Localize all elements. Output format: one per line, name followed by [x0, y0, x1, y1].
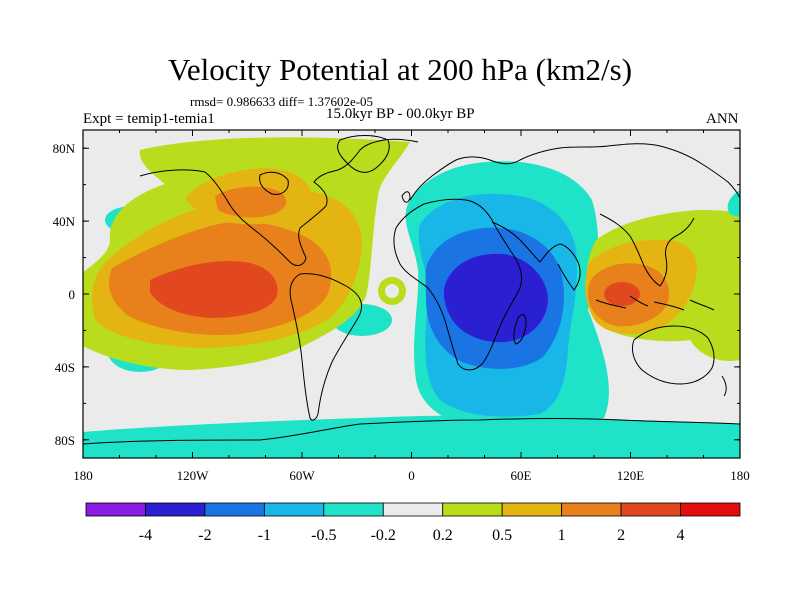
colorbar-label: -4: [139, 527, 152, 544]
colorbar-label: 0.2: [433, 527, 453, 544]
colorbar: [85, 502, 741, 517]
y-tick-label: 80S: [55, 433, 75, 448]
x-tick-label: 180: [73, 468, 93, 483]
colorbar-swatch: [204, 502, 265, 517]
southern-cyan-band: [83, 415, 740, 458]
colorbar-swatch: [680, 502, 741, 517]
map-title: Velocity Potential at 200 hPa (km2/s): [167, 52, 633, 87]
coast-east-asia: [599, 213, 695, 287]
colorbar-swatch: [263, 502, 325, 517]
colorbar-label: 0.5: [492, 527, 512, 544]
colorbar-swatch: [501, 502, 563, 517]
x-tick-label: 60E: [511, 468, 532, 483]
x-tick-labels: 180 120W 60W 0 60E 120E 180: [73, 468, 750, 483]
coast-europe-asia: [409, 143, 740, 201]
x-tick-label: 120W: [177, 468, 210, 483]
americas-red-orange: [150, 260, 278, 318]
season-label: ANN: [706, 111, 739, 127]
colorbar-swatch: [382, 502, 444, 517]
x-tick-label: 120E: [617, 468, 645, 483]
coast-indonesia: [595, 295, 715, 311]
stats-line: rmsd= 0.986633 diff= 1.37602e-05: [190, 94, 374, 109]
north-pacific-cyan-east: [727, 190, 740, 217]
coast-hudson: [259, 171, 289, 195]
colorbar-swatch: [620, 502, 681, 517]
coast-australia: [631, 325, 715, 385]
west-africa-ring-inner: [385, 284, 399, 298]
colorbar-label: 2: [617, 527, 625, 544]
x-tick-label: 180: [730, 468, 750, 483]
colorbar-swatch: [442, 502, 503, 517]
y-tick-label: 80N: [53, 141, 76, 156]
colorbar-label: -0.2: [371, 527, 396, 544]
experiment-label: Expt = temip1-temia1: [83, 111, 215, 127]
coast-greenland: [337, 135, 390, 173]
y-tick-label: 0: [69, 287, 76, 302]
x-tick-label: 60W: [289, 468, 315, 483]
coast-british-isles: [401, 191, 411, 203]
colorbar-label: -2: [198, 527, 211, 544]
y-tick-label: 40N: [53, 214, 76, 229]
colorbar-swatch: [561, 502, 622, 517]
colorbar-label: -1: [258, 527, 271, 544]
coast-new-zealand: [721, 375, 727, 397]
coast-antarctica: [83, 418, 740, 445]
coast-madagascar: [513, 314, 527, 345]
colorbar-swatch: [85, 502, 146, 517]
colorbar-label: 4: [677, 527, 685, 544]
y-tick-label: 40S: [55, 360, 75, 375]
coast-arabia-india: [491, 221, 581, 291]
period-label: 15.0kyr BP - 00.0kyr BP: [326, 106, 475, 122]
coastlines: [83, 135, 740, 445]
west-pacific-red-orange: [604, 282, 640, 306]
colorbar-swatch: [323, 502, 384, 517]
y-tick-labels: 80N 40N 0 40S 80S: [53, 141, 76, 448]
coast-africa: [393, 198, 523, 371]
colorbar-swatch: [145, 502, 206, 517]
colorbar-labels: -4 -2 -1 -0.5 -0.2 0.2 0.5 1 2 4: [139, 527, 685, 544]
coast-south-america: [289, 273, 362, 421]
contour-field: [83, 130, 740, 458]
north-america-orange: [215, 186, 287, 218]
x-tick-label: 0: [408, 468, 415, 483]
axis-ticks: [82, 130, 741, 458]
colorbar-label: 1: [558, 527, 566, 544]
colorbar-label: -0.5: [311, 527, 336, 544]
coast-north-america: [139, 138, 419, 266]
